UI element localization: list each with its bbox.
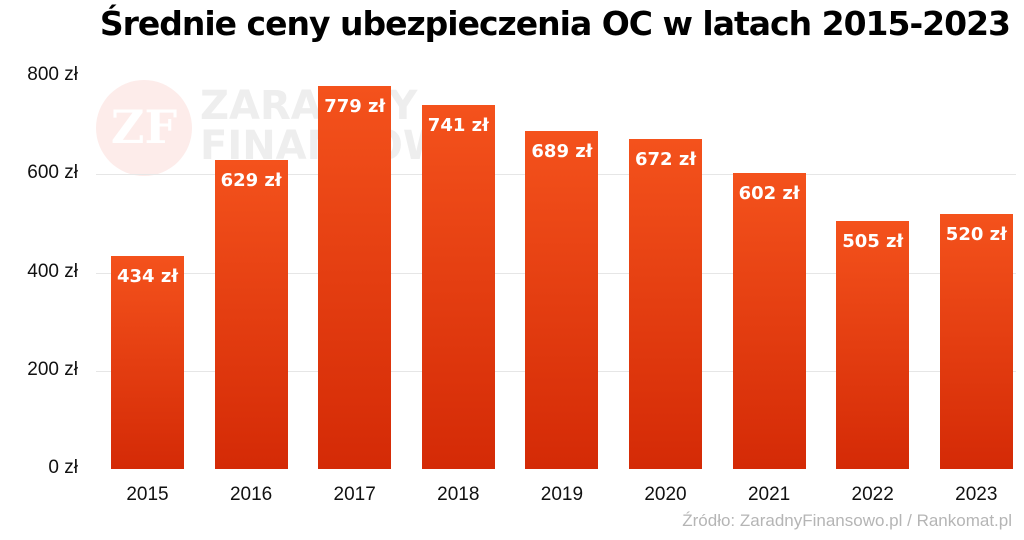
- bar-value-label: 741 zł: [427, 114, 489, 136]
- bar-value-label: 629 zł: [220, 170, 282, 191]
- bar-value-label: 689 zł: [531, 140, 593, 162]
- watermark-zf: ZF: [110, 100, 178, 154]
- x-tick-label: 2021: [747, 484, 791, 505]
- bar-value-label: 505 zł: [842, 230, 904, 252]
- bar-2018: 741 zł: [421, 104, 495, 469]
- chart-title: Średnie ceny ubezpieczenia OC w latach 2…: [99, 4, 1011, 43]
- watermark-circle: [96, 80, 192, 176]
- bar-2019: 689 zł: [525, 130, 599, 469]
- bar-value-label: 672 zł: [635, 148, 696, 170]
- bar-2021: 602 zł: [732, 173, 806, 469]
- x-tick-label: 2016: [229, 484, 273, 505]
- x-tick-label: 2015: [126, 484, 169, 505]
- x-tick-label: 2017: [333, 484, 376, 505]
- bar-value-label: 779 zł: [324, 96, 386, 118]
- y-tick-label: 0 zł: [48, 457, 78, 478]
- x-tick-label: 2018: [437, 484, 480, 505]
- bar-value-label: 520 zł: [945, 223, 1007, 245]
- x-tick-label: 2023: [955, 484, 998, 505]
- y-tick-label: 200 zł: [27, 358, 78, 380]
- y-tick-label: 600 zł: [27, 162, 78, 184]
- bar-2017: 779 zł: [318, 86, 392, 469]
- bar-2022: 505 zł: [836, 220, 910, 469]
- source-note: Źródło: ZaradnyFinansowo.pl / Rankomat.p…: [682, 511, 1012, 530]
- x-tick-label: 2020: [644, 484, 687, 505]
- bar-2020: 672 zł: [629, 138, 702, 469]
- y-tick-label: 800 zł: [27, 64, 78, 85]
- x-tick-label: 2019: [540, 484, 584, 505]
- bar-2016: 629 zł: [214, 160, 288, 469]
- x-tick-label: 2022: [851, 484, 894, 505]
- bar-value-label: 602 zł: [738, 183, 800, 205]
- bar-2015: 434 zł: [111, 255, 184, 469]
- bar-2023: 520 zł: [939, 213, 1013, 469]
- y-tick-label: 400 zł: [27, 260, 78, 282]
- bar-value-label: 434 zł: [117, 265, 178, 287]
